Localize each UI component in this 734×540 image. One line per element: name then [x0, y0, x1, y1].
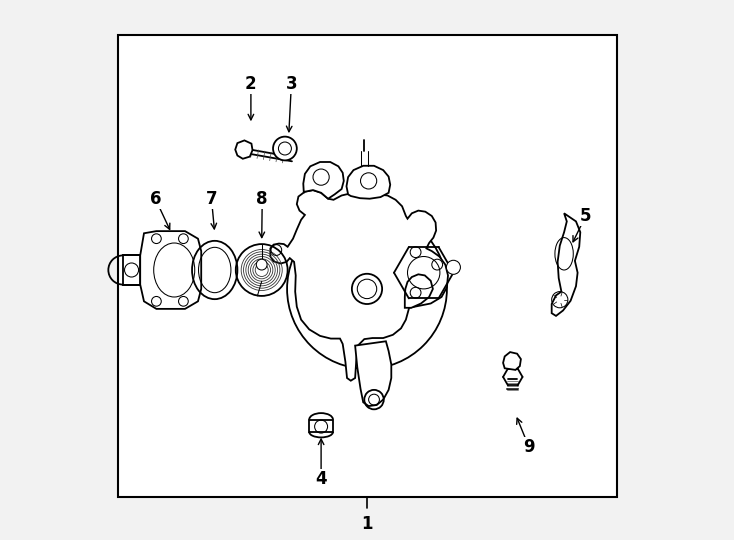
Bar — [117, 35, 617, 497]
Polygon shape — [346, 166, 390, 199]
Circle shape — [273, 137, 297, 160]
Polygon shape — [404, 274, 433, 308]
Polygon shape — [503, 352, 521, 370]
Polygon shape — [303, 162, 344, 199]
Text: 6: 6 — [150, 190, 161, 208]
Circle shape — [446, 260, 460, 274]
Polygon shape — [140, 231, 201, 309]
Polygon shape — [123, 255, 140, 285]
Text: 7: 7 — [206, 190, 217, 208]
Polygon shape — [552, 213, 581, 316]
Text: 9: 9 — [523, 438, 535, 456]
Text: 3: 3 — [286, 75, 297, 93]
Polygon shape — [235, 140, 252, 159]
Text: 2: 2 — [245, 75, 257, 93]
Polygon shape — [270, 190, 448, 381]
Text: 8: 8 — [256, 190, 268, 208]
Text: 5: 5 — [580, 207, 592, 225]
Text: 4: 4 — [316, 470, 327, 488]
Circle shape — [287, 209, 447, 369]
Polygon shape — [309, 420, 333, 432]
Polygon shape — [355, 341, 391, 406]
Circle shape — [256, 259, 267, 270]
Text: 1: 1 — [361, 515, 373, 533]
